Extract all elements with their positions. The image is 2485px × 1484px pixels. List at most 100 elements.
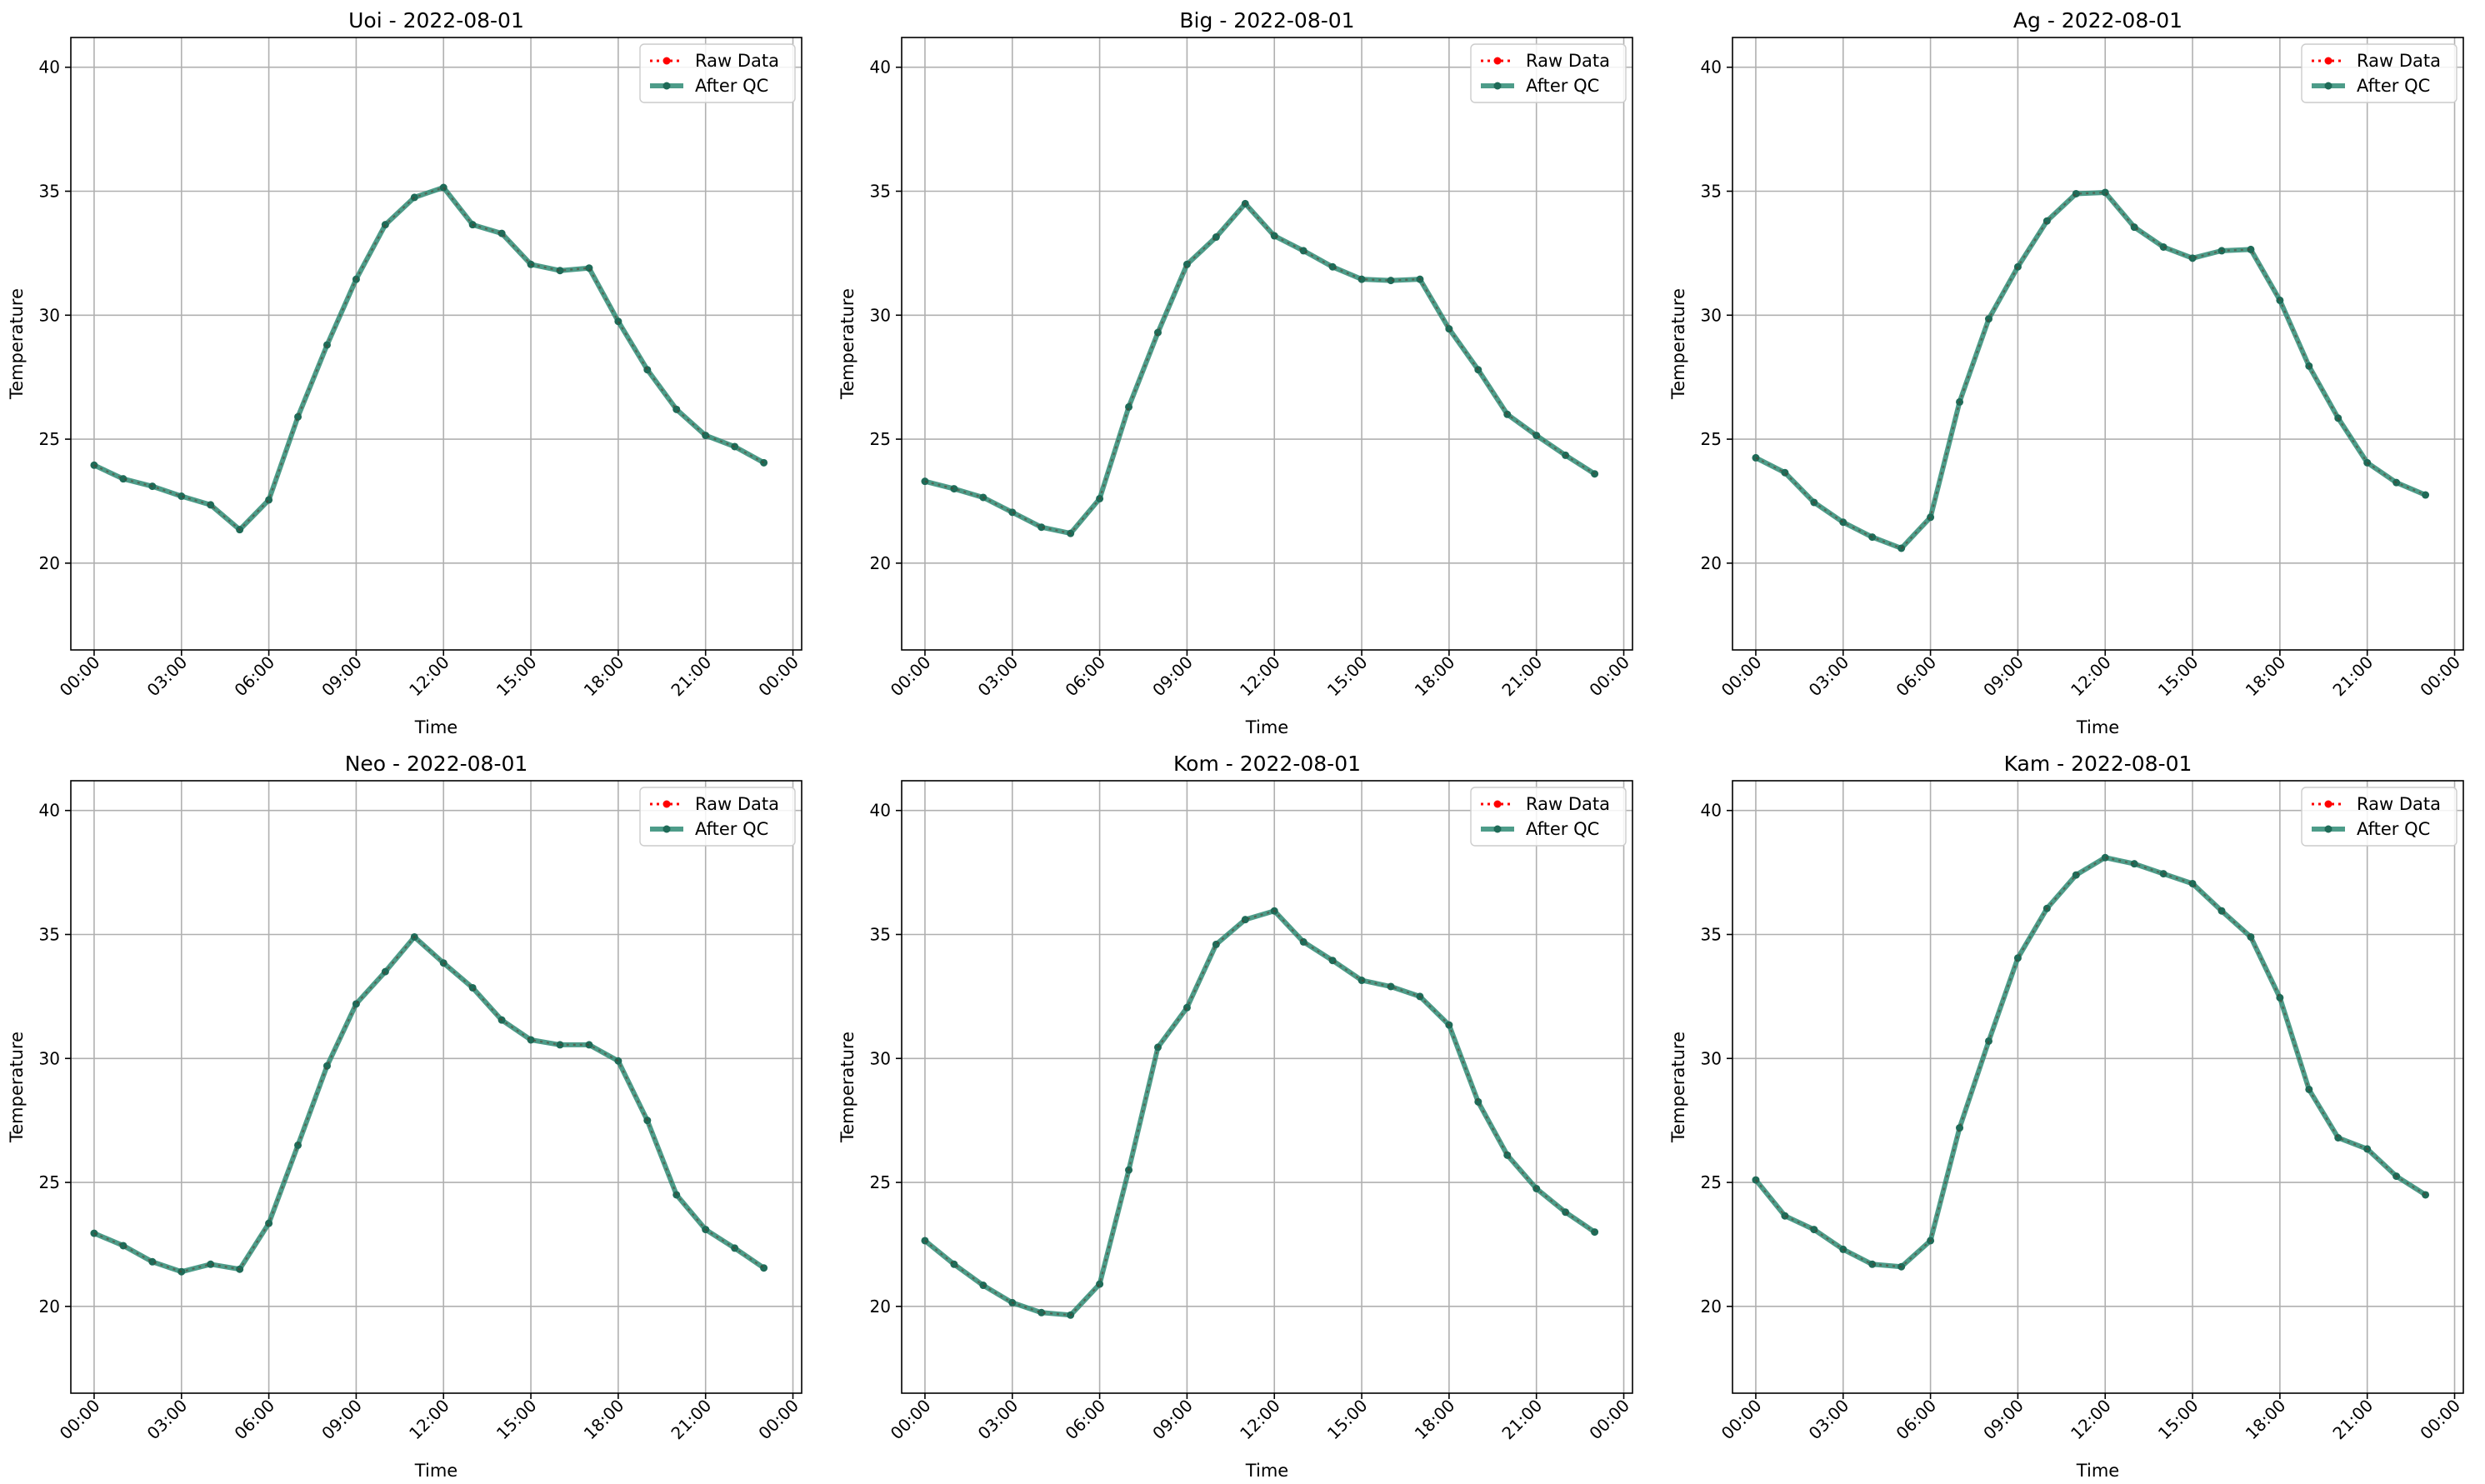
y-tick-label: 20 (1701, 553, 1722, 573)
legend-marker-after-qc (2324, 82, 2332, 90)
y-axis-label: Temperature (7, 288, 27, 400)
x-tick-label: 12:00 (405, 652, 453, 701)
x-tick-label: 06:00 (1061, 652, 1109, 701)
data-point-after-qc (1299, 247, 1308, 255)
data-point-after-qc (1153, 328, 1162, 337)
x-ticks: 00:00 03:00 06:00 09:00 12:00 15:00 18:00 21:00… (56, 1393, 802, 1443)
series-line-after-qc (92, 934, 766, 1275)
data-point-after-qc (1358, 275, 1366, 283)
y-ticks: 20 25 30 35 40 (39, 57, 71, 573)
x-tick-label: 06:00 (1892, 1396, 1940, 1444)
y-tick-label: 35 (39, 181, 60, 201)
x-tick-label: 09:00 (318, 652, 366, 701)
y-axis-label: Temperature (838, 288, 858, 400)
data-point-after-qc (1328, 262, 1337, 271)
data-point-after-qc (381, 221, 389, 229)
data-point-after-qc (352, 1000, 360, 1008)
data-point-after-qc (1212, 940, 1220, 948)
legend-label-after-qc: After QC (2357, 76, 2430, 96)
x-tick-label: 06:00 (1892, 652, 1940, 701)
data-point-after-qc (2334, 1134, 2342, 1142)
x-tick-label: 15:00 (492, 1396, 541, 1444)
axes-frame (901, 37, 1633, 651)
axes-frame (901, 780, 1633, 1394)
data-point-after-qc (2013, 954, 2022, 962)
subplot-5: 20 25 30 35 40 00:00 03:00 06:00 09:00 12:00 15:00… (838, 752, 1633, 1481)
grid (71, 37, 802, 650)
data-point-after-qc (1125, 402, 1133, 411)
chart-title: Kom - 2022-08-01 (1173, 752, 1361, 776)
y-ticks: 20 25 30 35 40 (870, 801, 902, 1317)
x-tick-label: 00:00 (1585, 1396, 1633, 1444)
x-tick-label: 03:00 (143, 1396, 192, 1444)
y-tick-label: 40 (39, 57, 60, 77)
legend-label-after-qc: After QC (695, 76, 768, 96)
data-point-after-qc (2072, 189, 2080, 197)
x-tick-label: 00:00 (887, 1396, 935, 1444)
series-points-after-qc (1752, 188, 2430, 552)
x-tick-label: 18:00 (580, 1396, 628, 1444)
x-tick-label: 00:00 (754, 1396, 802, 1444)
chart-title: Big - 2022-08-01 (1179, 8, 1354, 32)
legend-marker-after-qc (1493, 82, 1502, 90)
x-tick-label: 00:00 (56, 652, 104, 701)
legend: Raw Data After QC (2301, 787, 2458, 847)
data-point-after-qc (265, 496, 273, 504)
y-tick-label: 25 (39, 1172, 60, 1192)
x-axis-label: Time (2076, 717, 2119, 737)
data-point-after-qc (381, 967, 389, 976)
y-tick-label: 40 (1701, 801, 1722, 821)
x-tick-label: 03:00 (974, 1396, 1022, 1444)
axes-frame (70, 37, 802, 651)
legend-label-raw-data: Raw Data (2357, 51, 2441, 71)
y-tick-label: 30 (1701, 305, 1722, 325)
x-axis-label: Time (1245, 1461, 1288, 1481)
chart-title: Neo - 2022-08-01 (345, 752, 528, 776)
legend-marker-raw-data (2324, 800, 2332, 808)
y-tick-label: 25 (1701, 429, 1722, 449)
x-tick-label: 15:00 (492, 652, 541, 701)
x-tick-label: 15:00 (1323, 1396, 1372, 1444)
data-point-after-qc (1038, 1308, 1046, 1317)
y-tick-label: 40 (39, 801, 60, 821)
data-point-after-qc (207, 501, 215, 509)
x-tick-label: 09:00 (1148, 1396, 1197, 1444)
data-point-after-qc (1474, 1097, 1482, 1106)
legend-label-raw-data: Raw Data (1526, 51, 1610, 71)
data-point-after-qc (585, 1041, 593, 1049)
y-tick-label: 20 (870, 1297, 891, 1317)
x-tick-label: 00:00 (1718, 652, 1766, 701)
data-point-after-qc (207, 1260, 215, 1268)
data-point-after-qc (1984, 1037, 1992, 1045)
series-line-raw-data (93, 186, 765, 532)
series-points-after-qc (921, 199, 1599, 537)
x-axis-label: Time (414, 1461, 458, 1481)
data-point-after-qc (1387, 277, 1395, 285)
series-line-after-qc (92, 185, 766, 532)
data-point-after-qc (1781, 1212, 1789, 1220)
x-tick-label: 12:00 (1236, 652, 1284, 701)
x-tick-label: 18:00 (2242, 652, 2290, 701)
data-point-after-qc (556, 267, 564, 275)
y-tick-label: 35 (870, 924, 891, 944)
x-tick-label: 21:00 (668, 1396, 716, 1444)
data-point-after-qc (2422, 1191, 2430, 1199)
data-point-after-qc (2013, 262, 2022, 271)
y-tick-label: 25 (870, 429, 891, 449)
y-tick-label: 25 (870, 1172, 891, 1192)
legend: Raw Data After QC (1470, 43, 1627, 103)
x-ticks: 00:00 03:00 06:00 09:00 12:00 15:00 18:00 21:00… (1718, 1393, 2464, 1443)
x-tick-label: 12:00 (2067, 652, 2115, 701)
data-point-after-qc (119, 475, 128, 483)
axes-frame (70, 780, 802, 1394)
data-point-after-qc (585, 264, 593, 272)
x-tick-label: 03:00 (1805, 652, 1853, 701)
x-tick-label: 09:00 (1979, 1396, 2028, 1444)
legend-label-after-qc: After QC (2357, 819, 2430, 839)
y-tick-label: 20 (870, 553, 891, 573)
series-line-raw-data (1755, 191, 2427, 550)
x-ticks: 00:00 03:00 06:00 09:00 12:00 15:00 18:00 21:00… (887, 650, 1633, 700)
x-axis-label: Time (414, 717, 458, 737)
legend-marker-after-qc (1493, 825, 1502, 833)
x-tick-label: 06:00 (230, 1396, 278, 1444)
